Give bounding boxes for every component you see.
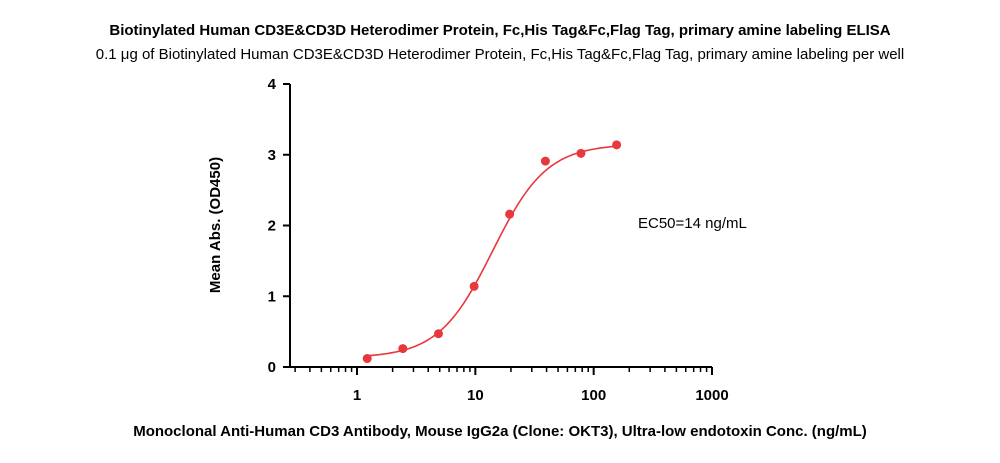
chart-subtitle: 0.1 μg of Biotinylated Human CD3E&CD3D H… [95,46,905,63]
y-tick-label: 1 [268,288,276,305]
x-tick-label: 1000 [695,387,728,404]
y-tick-label: 0 [268,359,276,376]
fit-curve [367,145,617,357]
x-tick-label: 1 [353,387,361,404]
data-point [362,354,372,364]
y-axis-label: Mean Abs. (OD450) [207,156,224,294]
data-point [433,329,443,339]
y-tick-label: 4 [268,76,277,93]
data-point [612,140,622,150]
data-point [540,156,550,166]
chart-title: Biotinylated Human CD3E&CD3D Heterodimer… [109,22,891,39]
x-tick-label: 10 [467,387,484,404]
y-tick-label: 2 [268,218,276,235]
ec50-annotation: EC50=14 ng/mL [638,215,747,232]
x-tick-label: 100 [581,387,606,404]
data-point [505,209,515,219]
data-point [469,281,479,291]
y-tick-label: 3 [268,147,276,164]
data-point [576,148,586,158]
x-axis-label: Monoclonal Anti-Human CD3 Antibody, Mous… [133,423,867,440]
data-point [398,344,408,354]
